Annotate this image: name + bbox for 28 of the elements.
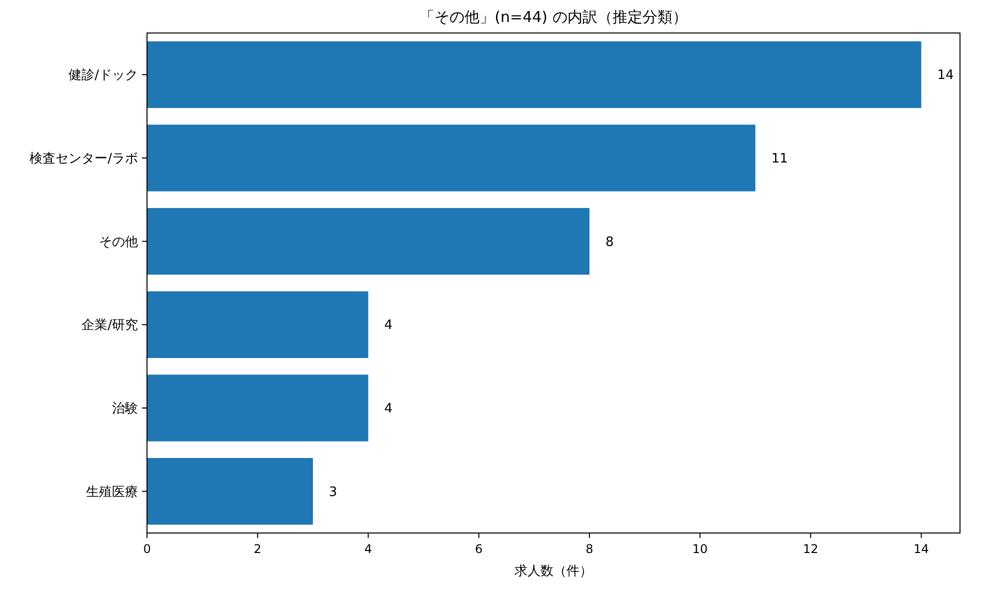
data-label: 4 xyxy=(384,402,393,417)
x-axis-title: 求人数（件） xyxy=(514,564,592,579)
x-tick-label: 10 xyxy=(692,542,708,556)
y-tick-label: その他 xyxy=(99,234,138,250)
x-tick-label: 0 xyxy=(143,542,151,556)
bar xyxy=(147,124,756,192)
bar xyxy=(147,458,313,525)
bar xyxy=(147,41,922,108)
y-tick-label: 生殖医療 xyxy=(86,484,138,500)
data-label: 11 xyxy=(771,152,788,167)
data-label: 3 xyxy=(328,484,338,500)
x-tick-label: 6 xyxy=(475,542,483,556)
y-tick-label: 治験 xyxy=(112,402,138,417)
chart-title: 「その他」(n=44) の内訳（推定分類） xyxy=(420,8,688,26)
y-tick-label: 健診/ドック xyxy=(68,68,138,84)
bar xyxy=(147,291,368,358)
x-tick-label: 2 xyxy=(254,542,262,556)
bar xyxy=(147,208,590,275)
x-tick-label: 14 xyxy=(914,542,929,556)
y-tick-label: 検査センター/ラボ xyxy=(30,152,138,167)
x-tick-label: 8 xyxy=(586,542,594,556)
data-label: 4 xyxy=(384,318,393,334)
bar xyxy=(147,374,368,442)
data-label: 8 xyxy=(605,234,614,250)
x-tick-label: 4 xyxy=(364,542,372,556)
data-label: 14 xyxy=(937,68,954,84)
y-tick-label: 企業/研究 xyxy=(82,318,138,334)
x-tick-label: 12 xyxy=(803,542,818,556)
